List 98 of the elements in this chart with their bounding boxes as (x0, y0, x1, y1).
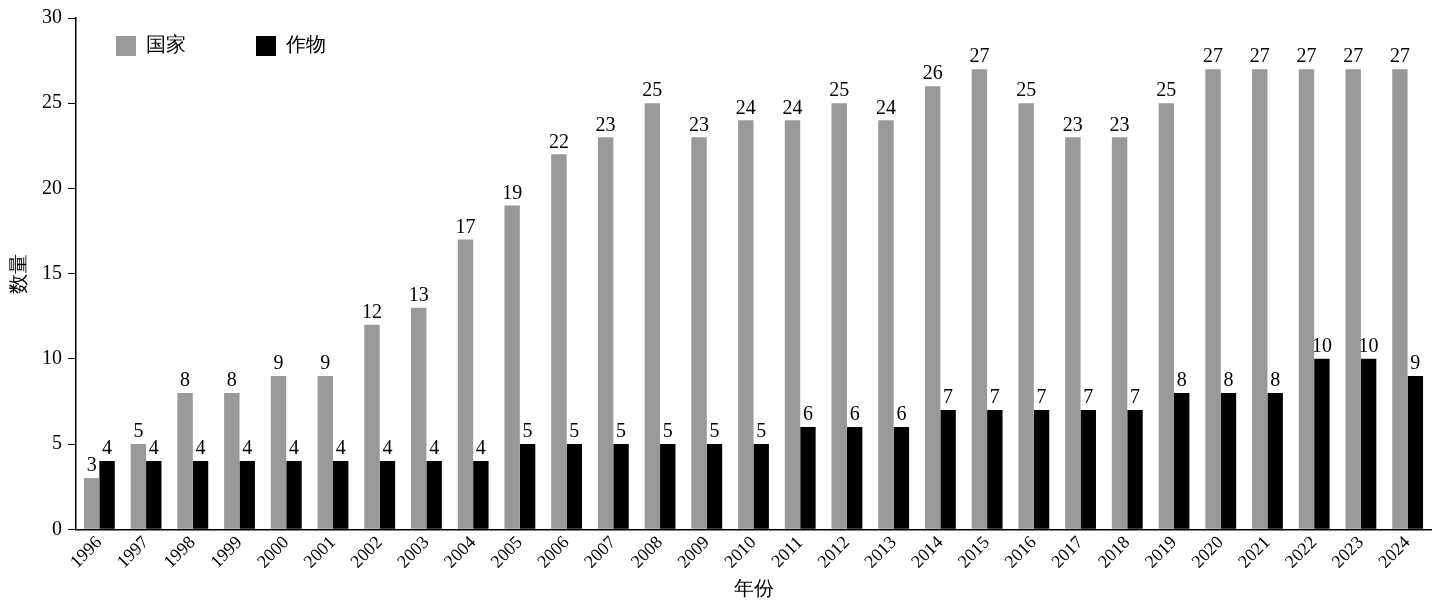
data-label: 5 (569, 419, 580, 442)
data-label: 26 (922, 61, 943, 84)
bar (691, 137, 707, 529)
data-label: 7 (1083, 385, 1094, 408)
bar (1205, 69, 1221, 529)
data-label: 10 (1311, 334, 1332, 357)
data-label: 7 (943, 385, 954, 408)
data-label: 7 (1130, 385, 1140, 408)
bar (317, 375, 333, 529)
bar (457, 239, 474, 529)
x-axis-title: 年份 (733, 577, 774, 600)
data-label: 24 (782, 95, 803, 118)
bar (924, 86, 941, 529)
bar (1252, 69, 1268, 529)
data-label: 13 (408, 282, 429, 305)
bar (224, 392, 240, 529)
bar (1018, 103, 1034, 529)
data-label: 24 (735, 95, 756, 118)
data-label: 8 (1176, 368, 1187, 391)
data-label: 6 (802, 402, 813, 425)
bar (1111, 137, 1128, 529)
data-label: 12 (362, 300, 382, 323)
data-label: 5 (756, 419, 767, 442)
data-label: 25 (1156, 78, 1177, 101)
data-label: 5 (662, 419, 673, 442)
data-label: 23 (1062, 112, 1083, 135)
data-label: 23 (1109, 112, 1130, 135)
data-label: 22 (548, 129, 569, 152)
y-tick-label: 25 (42, 90, 62, 113)
bar (83, 478, 100, 529)
data-label: 9 (273, 351, 284, 374)
data-label: 4 (288, 436, 299, 459)
bar (971, 69, 988, 529)
data-label: 7 (1036, 385, 1047, 408)
data-label: 27 (1203, 44, 1224, 67)
bar (878, 120, 894, 529)
legend-label: 作物 (285, 33, 326, 56)
data-label: 4 (242, 436, 253, 459)
bar (551, 154, 567, 529)
data-label: 25 (642, 78, 663, 101)
data-label: 4 (475, 436, 486, 459)
data-label: 27 (1249, 44, 1270, 67)
legend-label: 国家 (146, 33, 186, 56)
data-label: 9 (1410, 351, 1421, 374)
bar (644, 103, 661, 529)
bar (1298, 69, 1315, 529)
bar (1345, 69, 1361, 529)
data-label: 23 (595, 112, 616, 135)
bar (831, 103, 847, 529)
data-label: 27 (1343, 44, 1364, 67)
data-label: 6 (849, 402, 860, 425)
data-label: 27 (1389, 44, 1410, 67)
y-tick-label: 30 (42, 5, 62, 28)
data-label: 5 (709, 419, 720, 442)
data-label: 19 (502, 180, 523, 203)
data-label: 3 (86, 453, 97, 476)
data-label: 8 (180, 368, 191, 391)
bar (738, 120, 754, 529)
data-label: 24 (875, 95, 896, 118)
bar (1065, 137, 1081, 529)
bar (364, 324, 380, 529)
bar (270, 375, 287, 529)
data-label: 10 (1358, 334, 1379, 357)
bar (1158, 103, 1175, 529)
y-tick-label: 15 (42, 260, 62, 283)
bar (597, 137, 614, 529)
bar (504, 205, 520, 529)
y-tick-label: 10 (42, 346, 62, 369)
y-axis-title: 数量 (7, 253, 30, 294)
data-label: 17 (455, 214, 476, 237)
y-tick-label: 20 (42, 175, 62, 198)
data-label: 8 (1270, 368, 1281, 391)
data-label: 4 (429, 436, 440, 459)
bar (177, 392, 193, 529)
data-label: 4 (148, 436, 159, 459)
data-label: 5 (616, 419, 627, 442)
data-label: 4 (382, 436, 393, 459)
bar (1392, 69, 1408, 529)
data-label: 4 (195, 436, 206, 459)
y-tick-label: 0 (52, 516, 62, 539)
data-label: 27 (1296, 44, 1317, 67)
data-label: 5 (522, 419, 533, 442)
bar (784, 120, 801, 529)
data-label: 25 (1016, 78, 1037, 101)
data-label: 25 (829, 78, 850, 101)
data-label: 8 (1223, 368, 1234, 391)
data-label: 9 (320, 351, 331, 374)
bar (411, 307, 427, 529)
data-label: 6 (896, 402, 907, 425)
data-label: 4 (102, 436, 113, 459)
data-label: 23 (689, 112, 710, 135)
data-label: 8 (226, 368, 237, 391)
data-label: 27 (969, 44, 990, 67)
data-label: 5 (133, 419, 144, 442)
data-label: 4 (335, 436, 346, 459)
bar (130, 444, 147, 529)
data-label: 7 (989, 385, 1000, 408)
y-tick-label: 5 (52, 431, 62, 454)
